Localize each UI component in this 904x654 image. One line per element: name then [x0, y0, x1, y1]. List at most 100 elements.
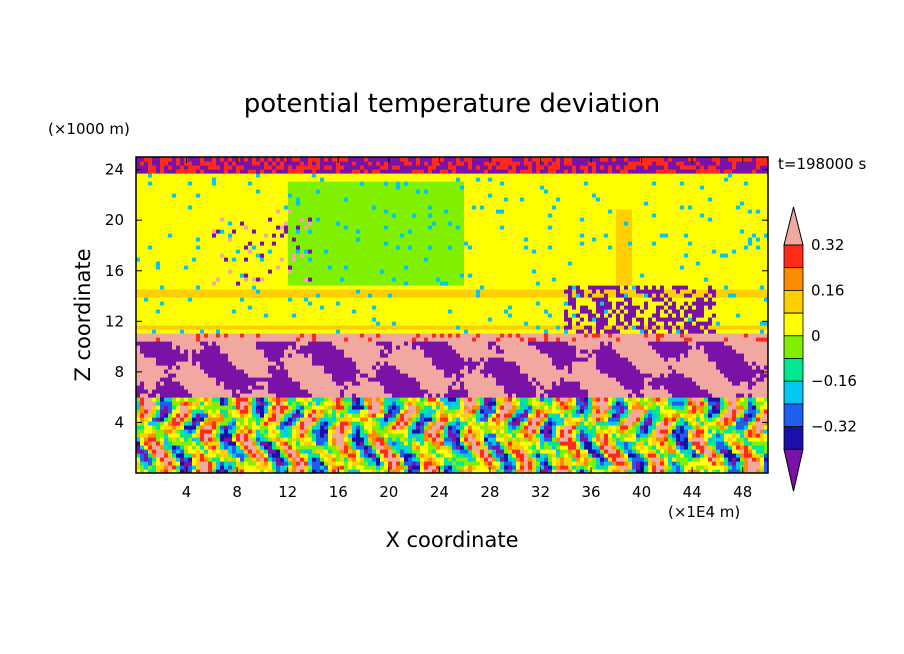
contour-cell — [192, 429, 197, 434]
contour-cell — [320, 381, 325, 386]
contour-cell — [628, 441, 633, 446]
contour-cell — [388, 417, 393, 422]
contour-cell — [420, 397, 425, 402]
contour-cell — [320, 425, 325, 430]
contour-cell — [660, 369, 665, 374]
contour-cell — [524, 405, 529, 410]
contour-cell — [324, 441, 329, 446]
contour-cell — [664, 409, 669, 414]
contour-cell — [148, 397, 153, 402]
contour-cell — [432, 457, 437, 462]
contour-cell — [376, 413, 381, 418]
contour-cell — [344, 469, 349, 473]
contour-cell — [316, 417, 321, 422]
contour-cell — [280, 433, 285, 438]
contour-cell — [416, 413, 421, 418]
contour-cell — [148, 453, 153, 458]
contour-cell — [732, 453, 737, 458]
contour-cell — [436, 345, 441, 350]
contour-cell — [568, 417, 573, 422]
contour-cell — [332, 369, 337, 374]
contour-cell — [764, 465, 768, 470]
contour-cell — [436, 369, 441, 374]
contour-cell — [332, 393, 337, 398]
contour-cell — [340, 461, 345, 466]
contour-cell — [544, 453, 549, 458]
contour-cell — [696, 453, 701, 458]
contour-cell — [520, 345, 525, 350]
contour-cell — [612, 445, 617, 450]
contour-cell — [684, 457, 689, 462]
contour-cell — [564, 349, 569, 354]
contour-cell — [648, 385, 653, 390]
contour-cell — [752, 397, 757, 402]
contour-cell — [280, 381, 285, 386]
contour-cell — [552, 421, 557, 426]
contour-cell — [764, 377, 768, 382]
contour-cell — [704, 389, 709, 394]
contour-cell — [764, 453, 768, 458]
contour-cell — [500, 465, 505, 470]
contour-cell — [252, 345, 257, 350]
contour-cell — [476, 425, 481, 430]
contour-cell — [160, 409, 165, 414]
contour-cell — [548, 433, 553, 438]
contour-cell — [384, 369, 389, 374]
contour-cell — [704, 461, 709, 466]
contour-cell — [204, 433, 209, 438]
contour-cell — [696, 349, 701, 354]
contour-cell — [204, 457, 209, 462]
contour-cell — [156, 385, 161, 390]
contour-cell — [568, 385, 573, 390]
contour-cell — [416, 465, 421, 470]
contour-cell — [752, 409, 757, 414]
contour-cell — [320, 465, 325, 470]
contour-cell — [540, 433, 545, 438]
contour-cell — [356, 353, 361, 358]
contour-cell — [460, 429, 465, 434]
contour-cell — [736, 405, 741, 410]
contour-cell — [152, 441, 157, 446]
contour-cell — [228, 385, 233, 390]
contour-cell — [524, 401, 529, 406]
contour-cell — [428, 405, 433, 410]
contour-cell — [416, 373, 421, 378]
contour-cell — [624, 425, 629, 430]
contour-cell — [708, 381, 713, 386]
contour-cell — [644, 397, 649, 402]
contour-cell — [176, 405, 181, 410]
contour-cell — [524, 465, 529, 470]
contour-cell — [748, 397, 753, 402]
contour-cell — [388, 413, 393, 418]
contour-cell — [220, 381, 225, 386]
contour-cell — [304, 429, 309, 434]
contour-cell — [316, 381, 321, 386]
contour-cell — [608, 469, 613, 473]
contour-cell — [760, 381, 765, 386]
contour-cell — [284, 445, 289, 450]
contour-cell — [280, 453, 285, 458]
contour-cell — [192, 373, 197, 378]
contour-cell — [212, 373, 217, 378]
contour-cell — [400, 445, 405, 450]
contour-cell — [512, 361, 517, 366]
contour-cell — [572, 377, 577, 382]
contour-cell — [500, 393, 505, 398]
contour-cell — [476, 397, 481, 402]
contour-cell — [720, 445, 725, 450]
contour-cell — [520, 353, 525, 358]
contour-cell — [320, 433, 325, 438]
contour-cell — [148, 353, 153, 358]
contour-cell — [764, 445, 768, 450]
contour-cell — [628, 381, 633, 386]
contour-cell — [748, 469, 753, 473]
contour-cell — [228, 373, 233, 378]
contour-cell — [396, 349, 401, 354]
contour-cell — [200, 413, 205, 418]
contour-cell — [568, 469, 573, 473]
contour-cell — [720, 429, 725, 434]
contour-cell — [156, 353, 161, 358]
contour-cell — [260, 377, 265, 382]
contour-cell — [728, 357, 733, 362]
contour-cell — [648, 349, 653, 354]
